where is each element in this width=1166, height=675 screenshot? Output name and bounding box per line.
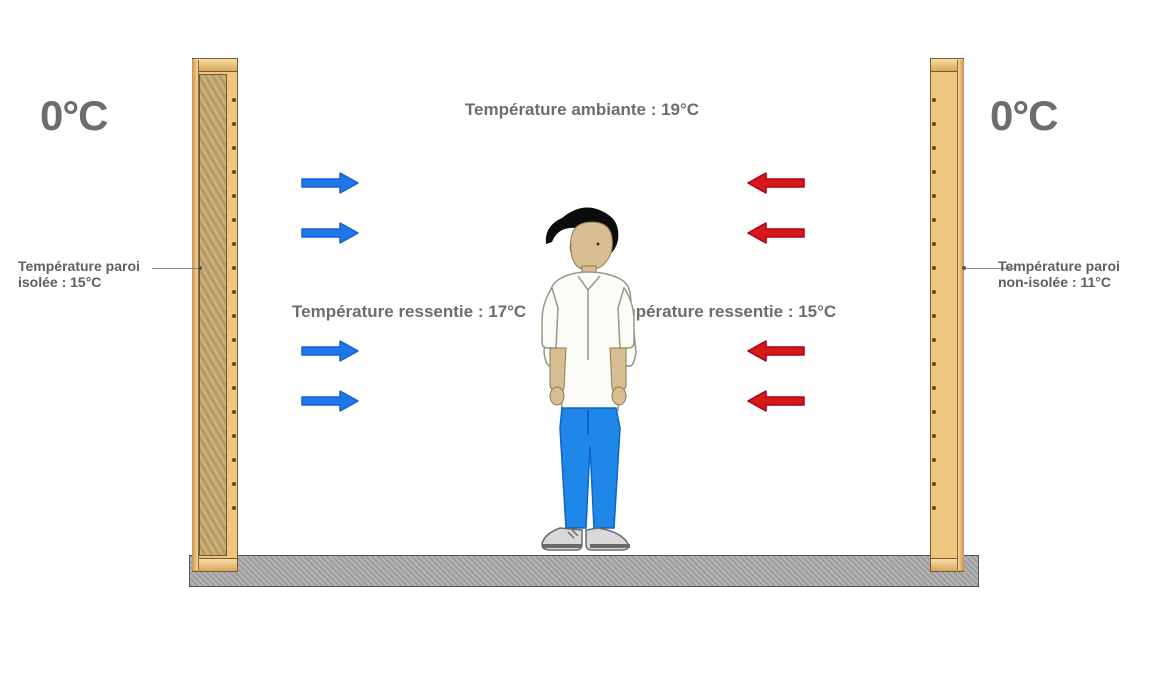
pointer-dot-right (962, 266, 966, 270)
wall-temp-left-line1: Température paroi (18, 258, 140, 274)
arrow-right-icon (300, 222, 360, 244)
wall-non-insulated (930, 60, 964, 570)
arrow-right-icon (300, 390, 360, 412)
wall-temp-right-line1: Température paroi (998, 258, 1120, 274)
ambient-temp-label: Température ambiante : 19°C (382, 100, 782, 120)
wall-temp-label-left: Température paroi isolée : 15°C (18, 258, 183, 290)
wall-temp-right-line2: non-isolée : 11°C (998, 274, 1111, 290)
arrow-left-icon (746, 172, 806, 194)
pointer-dot-left (198, 266, 202, 270)
insulation-layer (199, 74, 227, 556)
arrow-left-icon (746, 222, 806, 244)
arrow-left-icon (746, 340, 806, 362)
arrow-right-icon (300, 340, 360, 362)
person-pants (560, 408, 620, 528)
wall-temp-label-right: Température paroi non-isolée : 11°C (998, 258, 1158, 290)
wall-temp-left-line2: isolée : 15°C (18, 274, 101, 290)
outside-temp-right: 0°C (990, 92, 1058, 140)
person-face (570, 222, 612, 270)
arrow-left-icon (746, 390, 806, 412)
arrow-right-icon (300, 172, 360, 194)
wall-insulated (192, 60, 238, 570)
person-figure (502, 200, 670, 560)
outside-temp-left: 0°C (40, 92, 108, 140)
person-shoes (542, 528, 630, 550)
